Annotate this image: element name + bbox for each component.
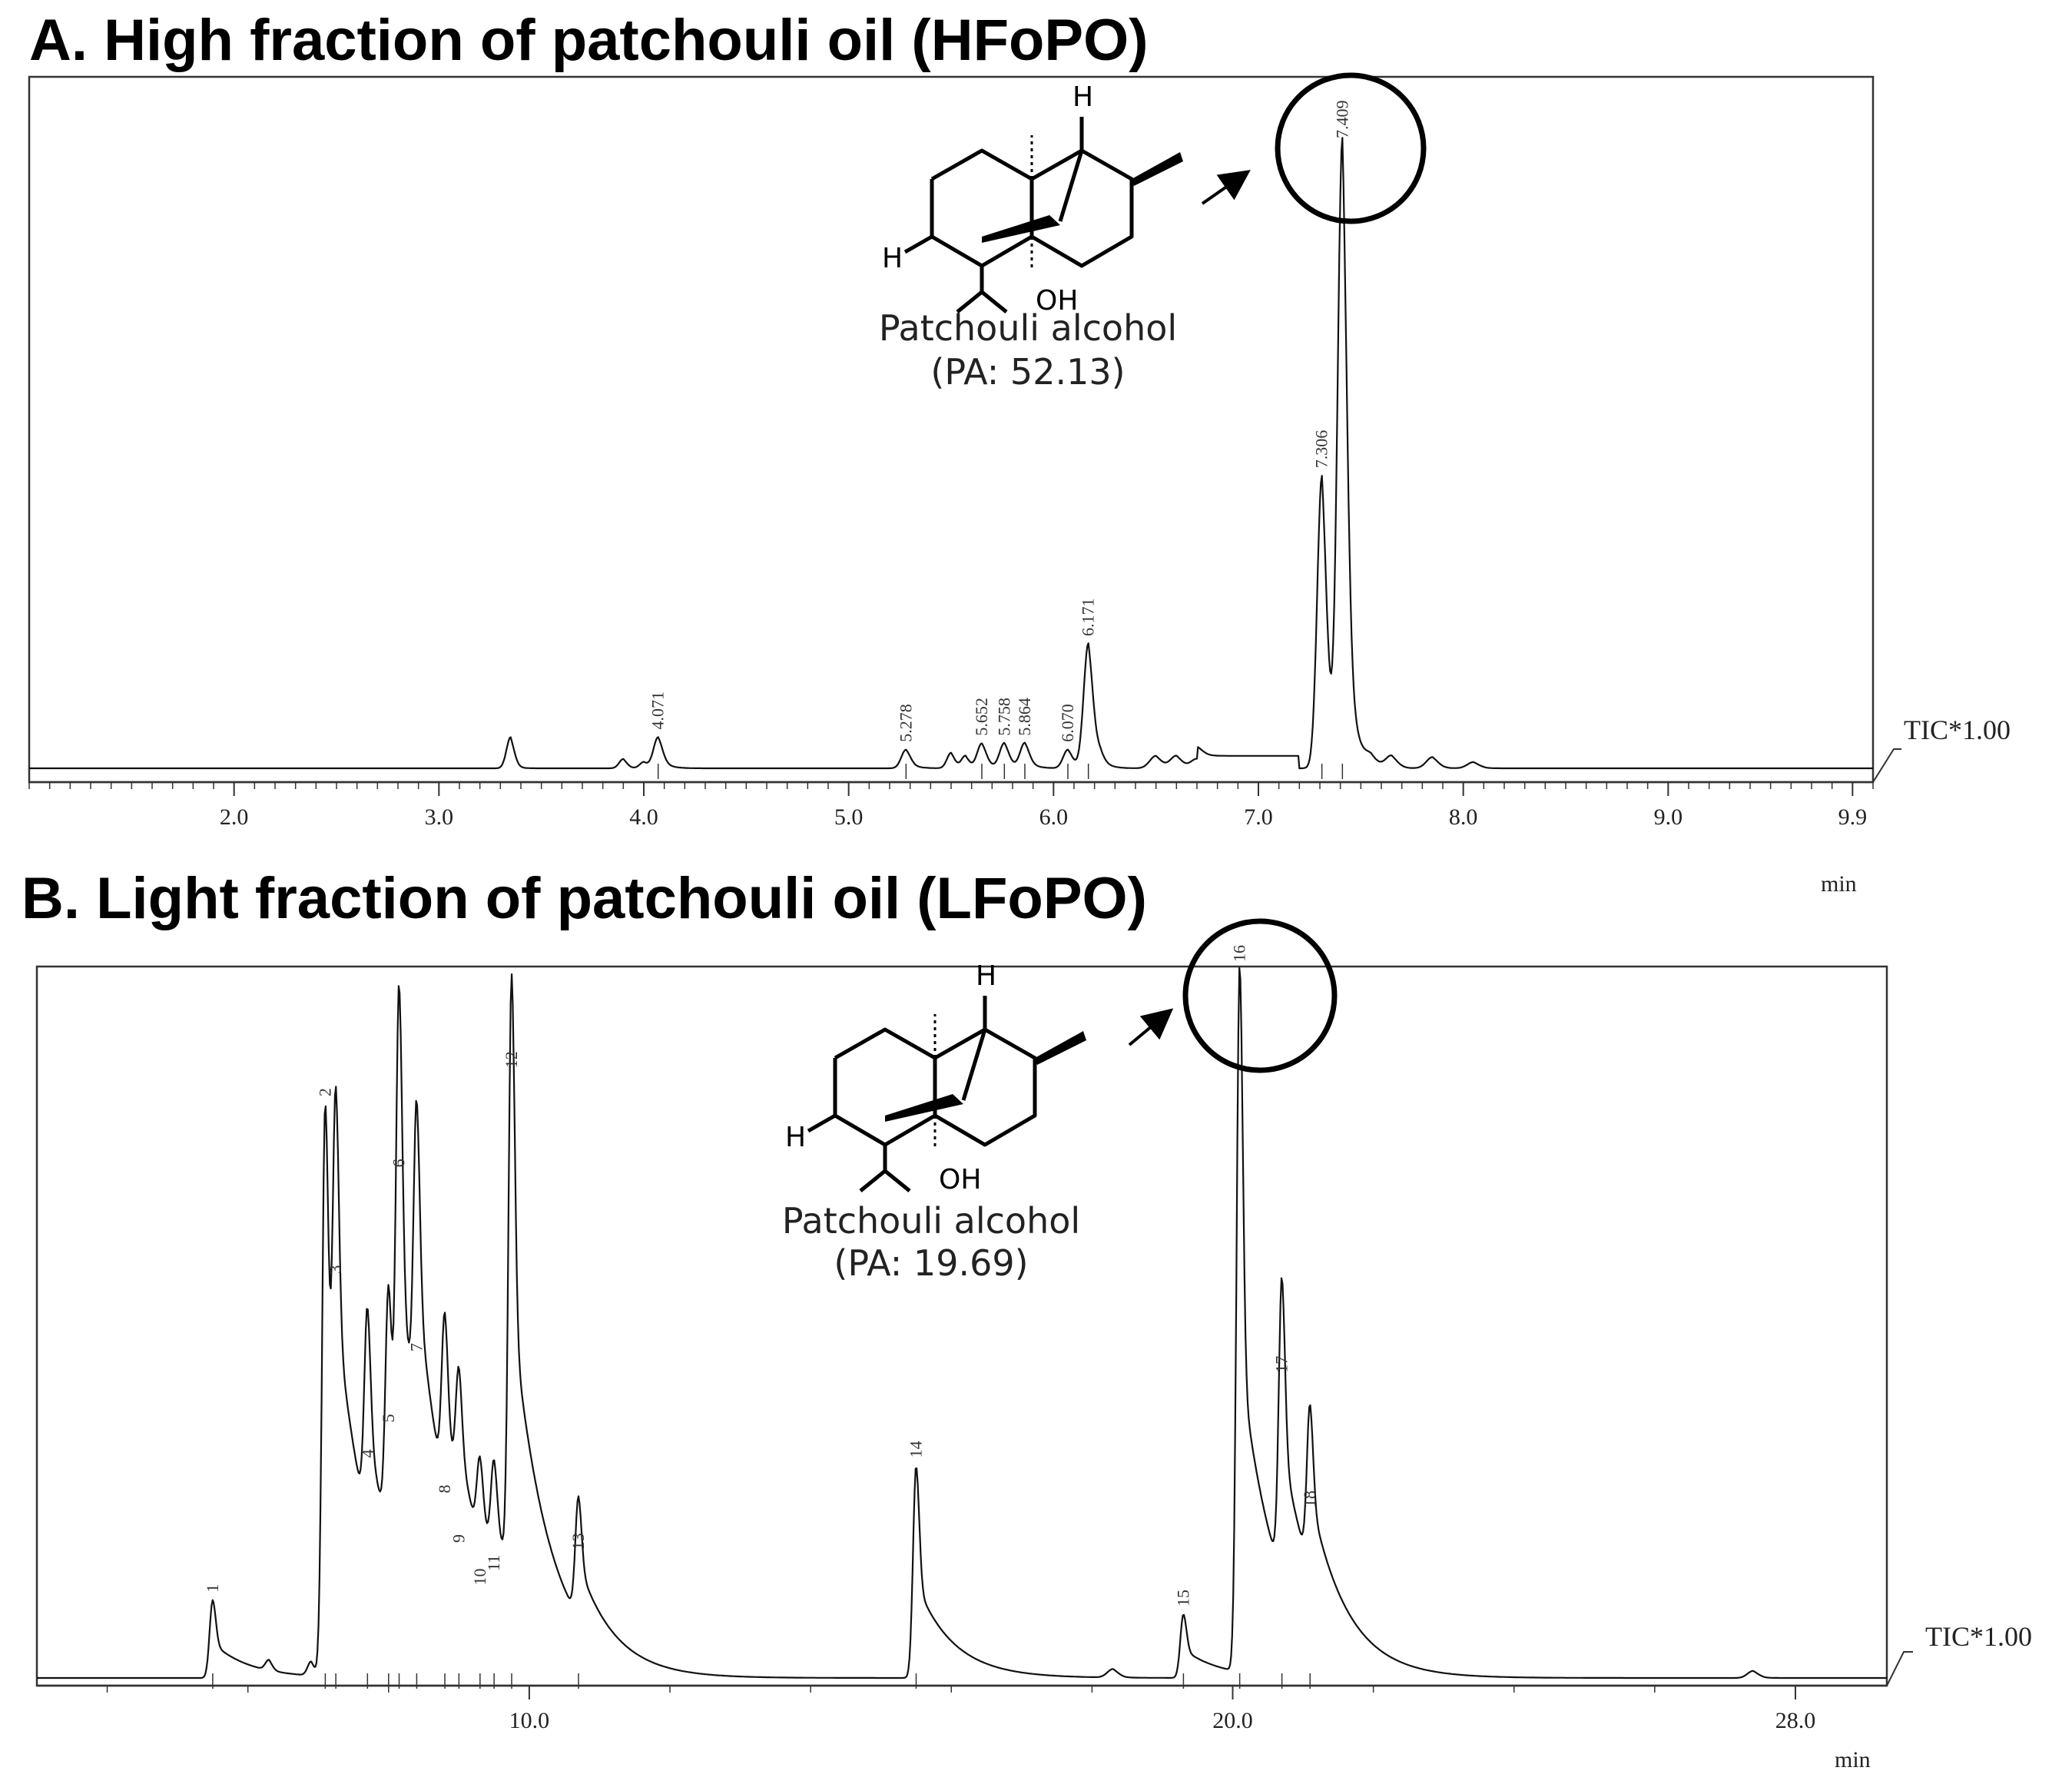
panel-a-trace: [29, 137, 1873, 770]
panel-a-peak-labels: 4.071 5.278 5.652 5.758 5.864 6.070 6.171 7.306…: [648, 101, 1351, 779]
panel-a-tic-label: TIC*1.00: [1904, 715, 2011, 745]
peak-label: 6.171: [1079, 599, 1098, 637]
peak-label: 5.864: [1015, 698, 1034, 736]
panel-a-x-unit: min: [1821, 871, 1857, 897]
panel-b-compound-pa: (PA: 19.69): [834, 1242, 1028, 1284]
peak-label: 17: [1272, 1356, 1291, 1373]
panel-a: A. High fraction of patchouli oil (HFoPO…: [28, 8, 2011, 897]
x-tick-label: 9.9: [1838, 804, 1868, 830]
panel-b-x-ticks: 10.0 20.0 28.0: [509, 1686, 1816, 1733]
peak-label: 8: [435, 1485, 454, 1494]
peak-label: 5.278: [896, 704, 915, 742]
peak-label: 2: [315, 1088, 334, 1096]
panel-b-title: B. Light fraction of patchouli oil (LFoP…: [22, 866, 1147, 931]
peak-label: 5: [379, 1414, 398, 1422]
peak-label: 13: [569, 1533, 588, 1550]
panel-b-trace-tail: [1886, 1651, 1913, 1686]
peak-label: 5.652: [972, 698, 991, 736]
peak-label: 4: [357, 1449, 376, 1457]
peak-label: 15: [1173, 1590, 1192, 1607]
panel-b-peak-highlight-circle: [1182, 918, 1338, 1073]
x-tick-label: 3.0: [425, 804, 454, 830]
panel-b-arrow: [1128, 1008, 1174, 1046]
panel-a-compound-name: Patchouli alcohol: [879, 307, 1177, 349]
x-tick-label: 28.0: [1775, 1708, 1816, 1733]
peak-label: 9: [449, 1534, 468, 1543]
peak-label: 5.758: [994, 698, 1013, 736]
panel-a-plot-frame: [28, 75, 1875, 784]
panel-b-tic-label: TIC*1.00: [1925, 1621, 2032, 1652]
peak-label: 12: [502, 1051, 521, 1068]
x-tick-label: 2.0: [220, 804, 249, 830]
panel-b-x-unit: min: [1835, 1747, 1871, 1772]
panel-b-compound-name: Patchouli alcohol: [782, 1200, 1080, 1242]
peak-label: 1: [203, 1584, 222, 1593]
peak-label: 14: [906, 1441, 925, 1457]
panel-a-arrow: [1201, 170, 1251, 205]
peak-label: 16: [1230, 945, 1249, 962]
panel-a-patchouli-structure: [882, 81, 1183, 317]
panel-b-plot-frame: [35, 965, 1888, 1687]
x-tick-label: 9.0: [1654, 804, 1683, 830]
x-tick-label: 7.0: [1244, 804, 1273, 830]
panel-b-patchouli-structure: [785, 960, 1086, 1195]
peak-label: 10: [470, 1568, 489, 1585]
peak-label: 11: [484, 1555, 503, 1571]
panel-a-x-ticks: 2.0 3.0 4.0 5.0 6.0 7.0 8.0 9.0 9.9: [220, 782, 1867, 830]
peak-label: 4.071: [648, 691, 668, 730]
x-tick-label: 20.0: [1212, 1708, 1253, 1733]
x-tick-label: 10.0: [509, 1708, 550, 1733]
peak-label: 7: [406, 1343, 426, 1351]
x-tick-label: 4.0: [629, 804, 658, 830]
panel-b: B. Light fraction of patchouli oil (LFoP…: [22, 866, 2032, 1772]
panel-a-peak-highlight-circle: [1275, 72, 1427, 224]
panel-b-minor-ticks: [106, 1686, 1796, 1693]
peak-label: 6.070: [1058, 704, 1077, 742]
x-tick-label: 6.0: [1039, 804, 1069, 830]
peak-label: 7.409: [1332, 101, 1351, 139]
panel-a-trace-tail: [1872, 748, 1901, 783]
panel-b-trace: [37, 967, 1887, 1680]
panel-a-title: A. High fraction of patchouli oil (HFoPO…: [29, 8, 1149, 73]
x-tick-label: 8.0: [1449, 804, 1478, 830]
peak-label: 18: [1300, 1491, 1319, 1507]
peak-label: 6: [390, 1159, 409, 1167]
peak-label: 3: [326, 1265, 345, 1274]
peak-label: 7.306: [1312, 430, 1331, 469]
x-tick-label: 5.0: [834, 804, 864, 830]
panel-a-minor-ticks: [28, 782, 1874, 789]
panel-a-compound-pa: (PA: 52.13): [930, 351, 1125, 393]
